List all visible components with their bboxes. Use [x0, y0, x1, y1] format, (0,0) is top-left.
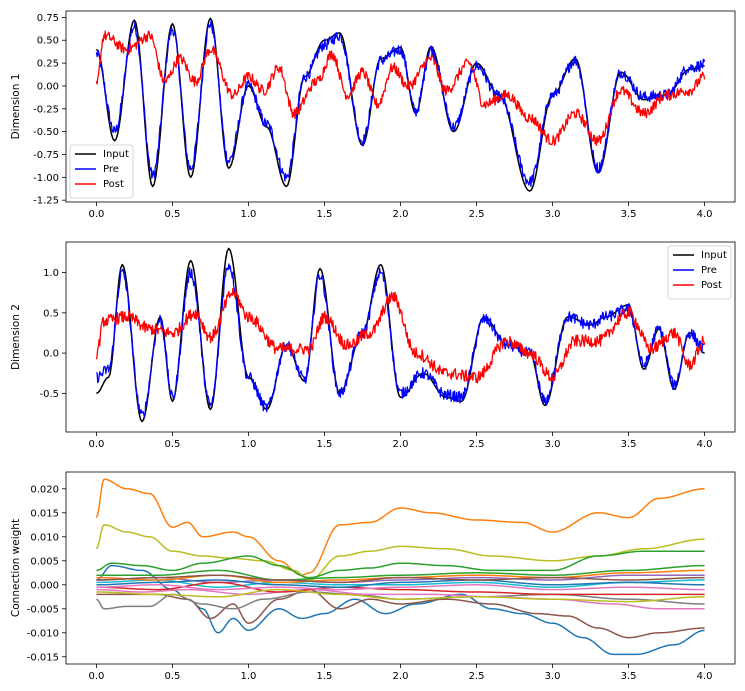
- x-tick-label: 2.5: [469, 671, 485, 682]
- y-tick-label: -0.50: [33, 127, 59, 138]
- x-tick-label: 1.0: [241, 671, 257, 682]
- y-axis-label: Connection weight: [10, 519, 22, 617]
- x-tick-label: 0.0: [88, 209, 104, 220]
- x-tick-label: 1.5: [317, 209, 333, 220]
- chart-panel-connection-weight: 0.0 0.5 1.0 1.5 2.0 2.5 3.0 3.5 4.0 0.020 0.015 0.0…: [10, 471, 736, 682]
- y-tick-label: -0.015: [27, 652, 59, 663]
- legend-label-input: Input: [701, 250, 727, 261]
- x-tick-label: 1.0: [241, 209, 257, 220]
- x-tick-label: 4.0: [697, 671, 713, 682]
- x-tick-label: 0.0: [88, 439, 104, 450]
- series-line-weight-12: [96, 588, 705, 603]
- legend: Input Pre Post: [667, 245, 732, 300]
- x-tick-label: 3.5: [621, 439, 637, 450]
- y-tick-label: -0.25: [33, 104, 59, 115]
- y-tick-label: -1.00: [33, 173, 59, 184]
- legend-label-pre: Pre: [701, 265, 717, 276]
- y-tick-label: 0.25: [37, 59, 59, 70]
- series-line-weight-13: [96, 579, 705, 588]
- x-tick-label: 1.0: [241, 439, 257, 450]
- y-axis-label: Dimension 1: [10, 74, 22, 140]
- x-tick-label: 2.0: [393, 209, 409, 220]
- y-tick-label: -0.5: [39, 389, 59, 400]
- plot-area: [66, 472, 735, 664]
- series-group: [95, 247, 706, 423]
- chart-panel-dimension-1: 0.0 0.5 1.0 1.5 2.0 2.5 3.0 3.5 4.0 0.75 0.50 0.25 0…: [10, 10, 736, 220]
- y-tick-label: 0.005: [30, 556, 59, 567]
- legend-label-pre: Pre: [103, 164, 119, 175]
- y-tick-label: -0.005: [27, 604, 59, 615]
- series-line-weight-0: [95, 478, 705, 576]
- y-tick-label: 0.000: [30, 580, 59, 591]
- y-tick-label: 0.020: [30, 484, 59, 495]
- y-tick-label: -1.25: [33, 196, 59, 207]
- x-tick-label: 2.5: [469, 439, 485, 450]
- x-tick-label: 3.5: [621, 209, 637, 220]
- series-group: [95, 17, 706, 192]
- y-tick-label: 0.010: [30, 532, 59, 543]
- x-tick-label: 2.0: [393, 439, 409, 450]
- x-tick-label: 2.0: [393, 671, 409, 682]
- y-tick-label: 0.015: [30, 508, 59, 519]
- legend: Input Pre Post: [69, 144, 134, 199]
- series-line-weight-15: [96, 584, 705, 591]
- x-tick-label: 4.0: [697, 439, 713, 450]
- series-group: [95, 478, 705, 656]
- y-tick-label: -0.010: [27, 628, 59, 639]
- chart-panel-dimension-2: 0.0 0.5 1.0 1.5 2.0 2.5 3.0 3.5 4.0 1.0 0.5 0.0 -0.5…: [10, 241, 736, 450]
- y-tick-label: 0.50: [37, 36, 59, 47]
- series-line-post: [95, 287, 706, 384]
- y-tick-label: 0.0: [43, 349, 59, 360]
- series-line-pre: [95, 19, 706, 188]
- series-line-weight-6: [96, 588, 705, 610]
- y-tick-label: 1.0: [43, 268, 59, 279]
- x-tick-label: 1.5: [317, 671, 333, 682]
- series-line-post: [95, 30, 706, 146]
- series-line-weight-4: [96, 588, 705, 639]
- x-tick-label: 3.0: [545, 671, 561, 682]
- y-tick-label: 0.75: [37, 13, 59, 24]
- y-tick-label: -0.75: [33, 150, 59, 161]
- x-tick-label: 3.0: [545, 209, 561, 220]
- x-tick-label: 0.0: [88, 671, 104, 682]
- series-line-weight-2: [96, 550, 705, 579]
- x-tick-label: 3.5: [621, 671, 637, 682]
- legend-label-post: Post: [103, 179, 124, 190]
- legend-label-post: Post: [701, 280, 722, 291]
- series-line-weight-9: [96, 581, 705, 596]
- plot-area: [66, 11, 735, 202]
- x-tick-label: 4.0: [697, 209, 713, 220]
- y-axis-label: Dimension 2: [10, 304, 22, 370]
- x-tick-label: 1.5: [317, 439, 333, 450]
- x-tick-label: 3.0: [545, 439, 561, 450]
- x-tick-label: 0.5: [164, 671, 180, 682]
- x-tick-label: 0.5: [164, 209, 180, 220]
- x-tick-label: 0.5: [164, 439, 180, 450]
- plot-area: [66, 242, 735, 432]
- series-line-weight-14: [96, 574, 705, 584]
- x-tick-label: 2.5: [469, 209, 485, 220]
- legend-label-input: Input: [103, 149, 129, 160]
- y-tick-label: 0.5: [43, 308, 59, 319]
- y-tick-label: 0.00: [37, 81, 59, 92]
- series-line-weight-11: [96, 564, 705, 581]
